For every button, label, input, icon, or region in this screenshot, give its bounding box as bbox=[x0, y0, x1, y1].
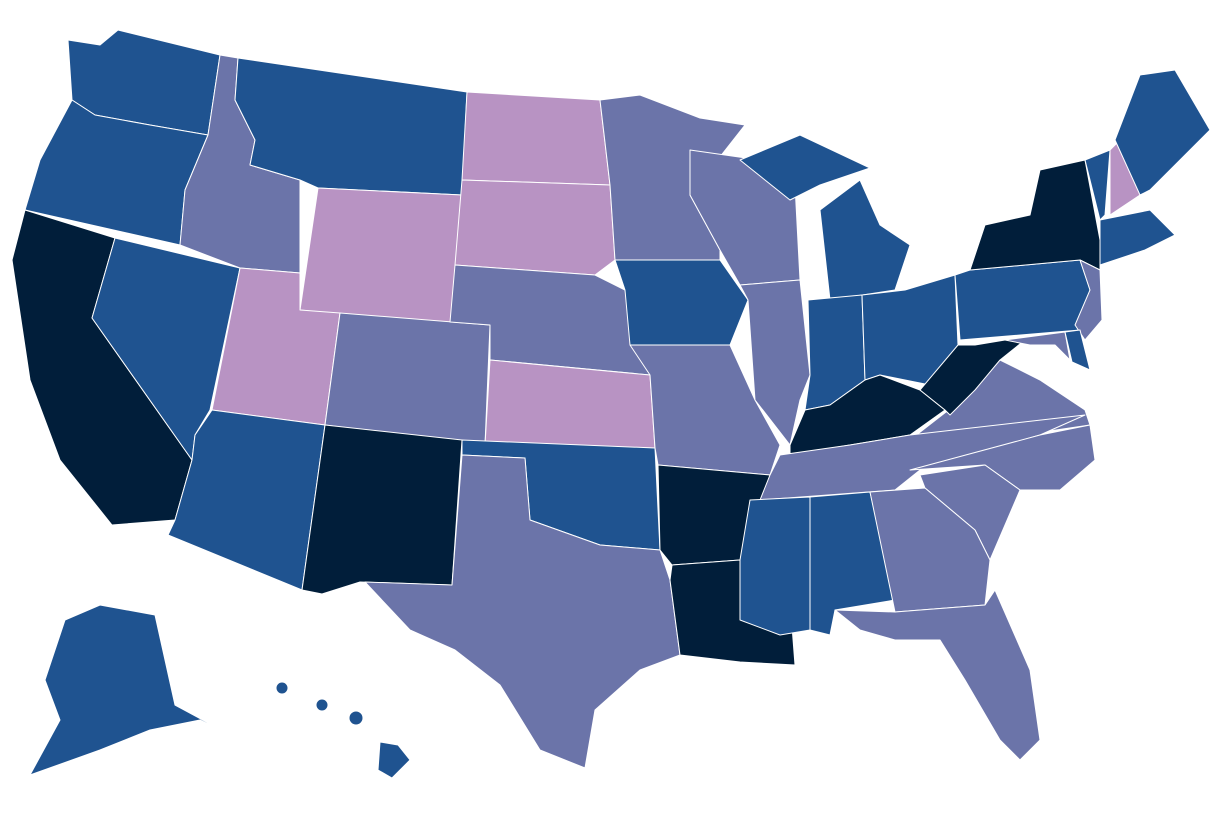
texas bbox=[364, 454, 681, 769]
southern-new-england bbox=[1099, 209, 1176, 266]
north-dakota bbox=[461, 91, 611, 186]
pennsylvania bbox=[954, 259, 1091, 341]
maryland bbox=[1004, 331, 1071, 361]
mississippi bbox=[739, 496, 811, 636]
new-jersey bbox=[1074, 259, 1103, 341]
hawaii-island bbox=[275, 681, 289, 695]
iowa bbox=[614, 259, 749, 346]
michigan-upper bbox=[739, 134, 871, 201]
alaska bbox=[29, 604, 241, 776]
hawaii-island bbox=[348, 710, 364, 726]
hawaii-island bbox=[377, 741, 411, 779]
illinois bbox=[739, 279, 811, 446]
new-mexico bbox=[301, 424, 463, 595]
michigan-lower bbox=[819, 179, 911, 301]
south-dakota bbox=[454, 179, 616, 276]
wyoming bbox=[299, 187, 463, 326]
hawaii-island bbox=[315, 698, 329, 712]
west-virginia bbox=[919, 339, 1026, 416]
vermont bbox=[1084, 149, 1111, 221]
florida bbox=[834, 589, 1041, 761]
new-york bbox=[969, 159, 1101, 271]
maine bbox=[1114, 69, 1211, 196]
states bbox=[11, 29, 1211, 779]
colorado bbox=[324, 312, 491, 446]
delaware bbox=[1064, 329, 1091, 371]
kansas bbox=[484, 359, 656, 449]
